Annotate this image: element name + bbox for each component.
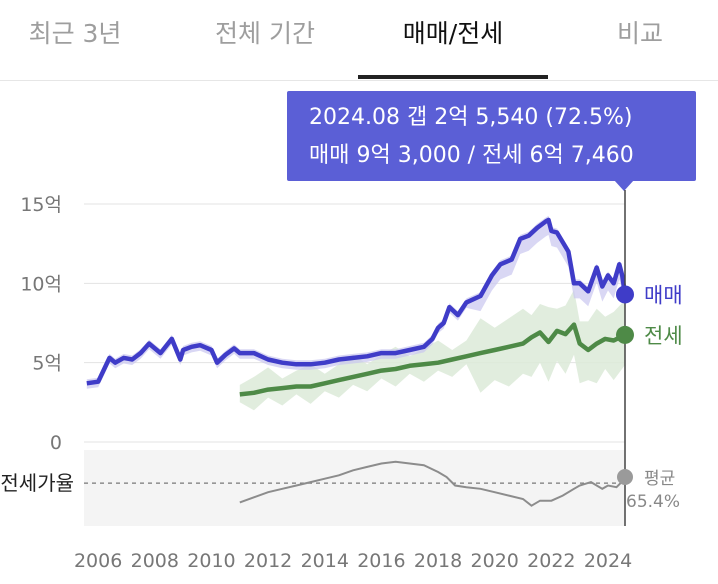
tab-full-period[interactable]: 전체 기간 xyxy=(215,19,315,48)
jeonse-price-line xyxy=(239,322,626,397)
x-tick-label: 2024 xyxy=(584,550,632,572)
sale-endpoint-marker xyxy=(616,285,634,304)
sale-legend-label: 매매 xyxy=(644,283,683,307)
ratio-average-label: 평균 xyxy=(644,469,675,489)
period-tab-bar: 최근 3년 전체 기간 매매/전세 비교 xyxy=(0,0,718,81)
x-tick-label: 2022 xyxy=(527,550,575,572)
data-tooltip: 2024.08 갭 2억 5,540 (72.5%) 매매 9억 3,000 /… xyxy=(287,91,696,181)
x-tick-label: 2012 xyxy=(244,550,292,572)
ratio-axis-label: 전세가율 xyxy=(0,471,74,495)
jeonse-legend-label: 전세 xyxy=(644,324,683,348)
y-tick-label: 15억 xyxy=(20,194,62,216)
y-tick-label: 0 xyxy=(50,432,62,454)
tooltip-gap-line: 2024.08 갭 2억 5,540 (72.5%) xyxy=(309,105,633,130)
sale-price-line xyxy=(86,217,628,386)
ratio-average-marker xyxy=(617,469,633,485)
x-tick-label: 2016 xyxy=(357,550,405,572)
ratio-average-value: 65.4% xyxy=(626,492,680,512)
jeonse-range-band xyxy=(239,289,626,411)
ratio-panel-background xyxy=(84,450,625,526)
x-tick-label: 2010 xyxy=(187,550,235,572)
jeonse-ratio-line xyxy=(239,460,626,507)
jeonse-endpoint-marker xyxy=(616,325,634,344)
tooltip-price-line: 매매 9억 3,000 / 전세 6억 7,460 xyxy=(309,143,634,168)
x-tick-label: 2020 xyxy=(471,550,519,572)
x-tick-label: 2006 xyxy=(74,550,122,572)
x-tick-label: 2008 xyxy=(131,550,179,572)
active-tab-indicator xyxy=(358,75,548,79)
x-tick-label: 2018 xyxy=(414,550,462,572)
x-tick-label: 2014 xyxy=(301,550,349,572)
tab-recent-3-years[interactable]: 최근 3년 xyxy=(28,19,122,48)
y-tick-label: 10억 xyxy=(20,273,62,295)
sale-range-band xyxy=(86,215,626,389)
tooltip-pointer xyxy=(614,180,634,191)
tab-compare[interactable]: 비교 xyxy=(616,19,663,48)
tab-sale-jeonse[interactable]: 매매/전세 xyxy=(402,19,504,48)
y-tick-label: 5억 xyxy=(32,353,62,375)
